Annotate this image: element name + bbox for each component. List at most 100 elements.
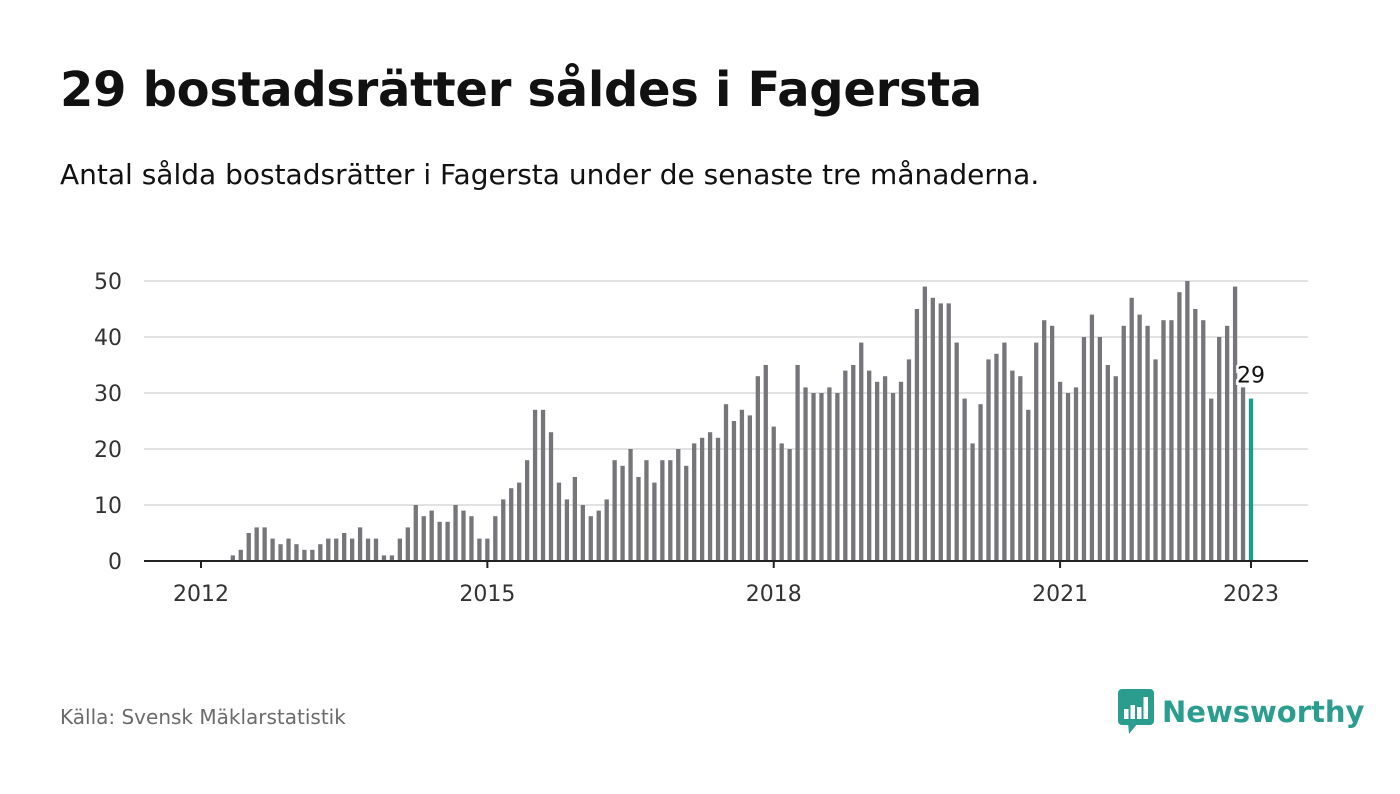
bar — [986, 359, 991, 561]
bar — [938, 303, 943, 561]
bar — [1201, 320, 1206, 561]
bar — [652, 482, 657, 561]
bar — [238, 549, 243, 561]
bar — [509, 488, 514, 561]
bar — [1169, 320, 1174, 561]
bar — [1232, 286, 1238, 561]
bar — [723, 404, 729, 561]
bar — [334, 538, 339, 561]
bar — [1209, 398, 1214, 561]
bar — [707, 432, 713, 561]
bar — [302, 549, 307, 561]
source-note: Källa: Svensk Mäklarstatistik — [60, 705, 346, 729]
bar — [1057, 381, 1063, 561]
bar — [381, 555, 387, 561]
bar — [890, 393, 896, 561]
bar — [1065, 393, 1071, 561]
bar — [540, 409, 546, 561]
bar — [413, 505, 418, 561]
bar — [1137, 314, 1142, 561]
bar — [246, 533, 251, 561]
bar — [660, 460, 665, 561]
bar — [739, 409, 745, 561]
y-axis-ticks: 0 10 20 30 40 50 — [94, 270, 122, 575]
bar — [771, 426, 776, 561]
last-value-label: 29 — [1237, 364, 1265, 389]
bar — [779, 443, 784, 561]
bar — [365, 538, 371, 561]
bar — [954, 342, 959, 561]
bar — [604, 499, 609, 561]
bar — [596, 510, 601, 561]
bar — [501, 499, 506, 561]
bar — [1010, 370, 1015, 561]
bar — [429, 510, 434, 561]
bar — [1113, 376, 1118, 561]
y-tick-label: 10 — [94, 494, 122, 519]
x-tick-label: 2023 — [1223, 582, 1279, 607]
bar — [445, 521, 450, 561]
bar — [914, 309, 920, 561]
bar — [1161, 320, 1166, 561]
bar — [461, 510, 466, 561]
bar — [342, 533, 347, 561]
bar — [1018, 376, 1023, 561]
bar — [819, 393, 824, 561]
bar — [564, 499, 570, 561]
bar — [1129, 297, 1134, 561]
bar — [572, 477, 578, 561]
bar — [612, 460, 617, 561]
bar — [453, 505, 458, 561]
bar — [874, 381, 880, 561]
bar — [349, 538, 355, 561]
bar — [1089, 314, 1095, 561]
bar — [1177, 292, 1182, 561]
bar — [684, 465, 689, 561]
bar — [1240, 387, 1246, 561]
brand-name: Newsworthy — [1162, 695, 1365, 729]
bar-latest — [1248, 398, 1254, 561]
bar — [230, 555, 235, 561]
bar — [644, 460, 649, 561]
bar — [628, 449, 633, 561]
bar — [1224, 325, 1230, 561]
bar — [970, 443, 975, 561]
chart-subtitle: Antal sålda bostadsrätter i Fagersta und… — [60, 158, 1040, 191]
bar — [906, 359, 912, 561]
bar — [318, 544, 323, 561]
bar — [620, 465, 625, 561]
bar — [715, 437, 721, 561]
bar — [278, 544, 283, 561]
bar — [421, 516, 426, 561]
y-tick-label: 30 — [94, 382, 122, 407]
bar — [668, 460, 673, 561]
bar — [747, 415, 753, 561]
bar — [485, 538, 490, 561]
bar — [389, 555, 395, 561]
bar — [755, 376, 760, 561]
bar — [851, 365, 856, 561]
bar — [532, 409, 538, 561]
bar — [1002, 342, 1007, 561]
bar — [357, 527, 363, 561]
bar — [811, 393, 816, 561]
bar — [859, 342, 864, 561]
bar — [843, 370, 848, 561]
bar — [437, 521, 442, 561]
bar — [731, 421, 737, 561]
bar — [922, 286, 928, 561]
bar — [1185, 281, 1190, 561]
x-tick-label: 2012 — [173, 582, 229, 607]
bar — [373, 538, 379, 561]
bar — [493, 516, 498, 561]
bar — [930, 297, 935, 561]
bar — [1073, 387, 1079, 561]
bar — [469, 516, 474, 561]
bar — [1153, 359, 1158, 561]
bar — [1042, 320, 1047, 561]
bar-chart-speech-bubble-icon — [1118, 689, 1154, 734]
bar — [588, 516, 593, 561]
bar — [676, 449, 681, 561]
bar — [946, 303, 951, 561]
x-tick-label: 2021 — [1032, 582, 1088, 607]
